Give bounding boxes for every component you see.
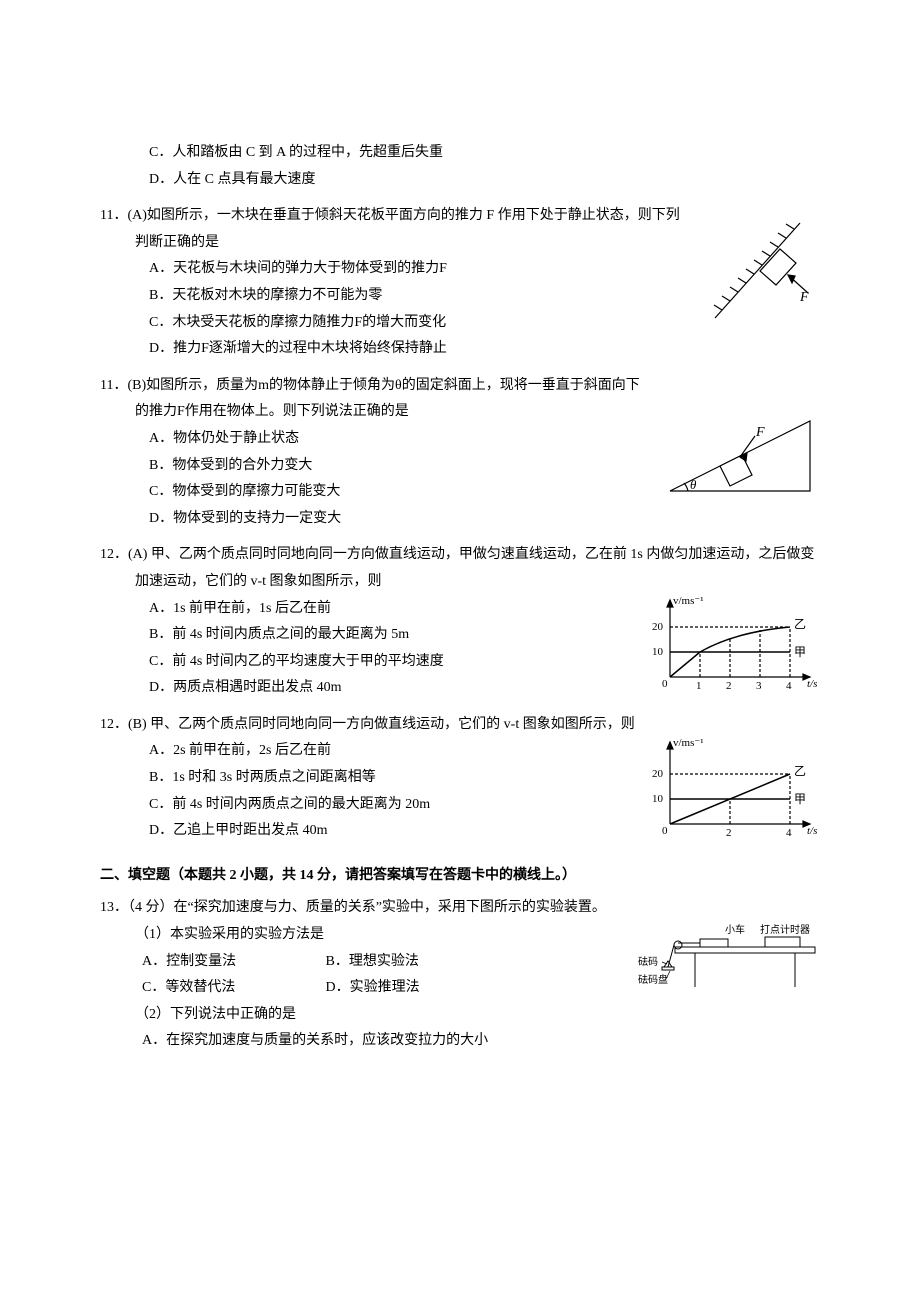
- label-theta: θ: [690, 477, 697, 492]
- figure-12A: v/ms⁻¹ t/s 20 10 0 1 2 3 4 甲 乙: [640, 592, 820, 692]
- ytick-20: 20: [652, 768, 664, 780]
- option-c: C．木块受天花板的摩擦力随推力F的增大而变化: [149, 310, 680, 337]
- xlabel: t/s: [807, 678, 817, 690]
- option-c: C．前 4s 时间内乙的平均速度大于甲的平均速度: [149, 649, 630, 676]
- label-pan: 砝码盘: [638, 973, 668, 986]
- figure-12B: v/ms⁻¹ t/s 20 10 0 2 4 甲 乙: [640, 734, 820, 844]
- xlabel: t/s: [807, 825, 817, 837]
- ytick-0: 0: [662, 678, 668, 690]
- option-b: B．天花板对木块的摩擦力不可能为零: [149, 283, 680, 310]
- label-F: F: [755, 425, 765, 440]
- ytick-20: 20: [652, 621, 664, 633]
- option-d: D．两质点相遇时距出发点 40m: [149, 675, 630, 702]
- option-d: D．物体受到的支持力一定变大: [149, 506, 820, 533]
- ylabel: v/ms⁻¹: [673, 737, 704, 749]
- stem: 12．(A) 甲、乙两个质点同时同地向同一方向做直线运动，甲做匀速直线运动，乙在…: [100, 542, 820, 595]
- label-yi: 乙: [794, 617, 806, 631]
- section-2-title: 二、填空题（本题共 2 小题，共 14 分，请把答案填写在答题卡中的横线上。）: [100, 863, 820, 890]
- option-a: A．天花板与木块间的弹力大于物体受到的推力F: [149, 256, 680, 283]
- ytick-10: 10: [652, 793, 664, 805]
- xtick-2: 2: [726, 827, 732, 839]
- question-13: 小车 打点计时器 砝码 砝码盘 13．（4 分）在“探究加速度与力、质量的关系”…: [100, 895, 820, 1055]
- figure-11B: F θ: [660, 401, 820, 501]
- option-b: B．前 4s 时间内质点之间的最大距离为 5m: [149, 622, 630, 649]
- label-cart: 小车: [725, 923, 745, 936]
- option-c: C．人和踏板由 C 到 A 的过程中，先超重后失重: [149, 140, 820, 167]
- ytick-0: 0: [662, 825, 668, 837]
- option-a: A．控制变量法: [142, 949, 322, 976]
- option-d: D．实验推理法: [326, 975, 506, 1002]
- label-yi: 乙: [794, 764, 806, 778]
- label-weight: 砝码: [638, 955, 658, 968]
- option-a: A．1s 前甲在前，1s 后乙在前: [149, 596, 630, 623]
- ytick-10: 10: [652, 646, 664, 658]
- question-12B: v/ms⁻¹ t/s 20 10 0 2 4 甲 乙 12．(B) 甲、乙两个质…: [100, 712, 820, 845]
- options: C．人和踏板由 C 到 A 的过程中，先超重后失重 D．人在 C 点具有最大速度: [100, 140, 820, 193]
- figure-11A: F: [700, 213, 820, 333]
- question-12A: v/ms⁻¹ t/s 20 10 0 1 2 3 4 甲 乙 12．(A) 甲、…: [100, 542, 820, 702]
- option-d: D．人在 C 点具有最大速度: [149, 167, 820, 194]
- figure-13: 小车 打点计时器 砝码 砝码盘: [620, 917, 820, 997]
- ylabel: v/ms⁻¹: [673, 595, 704, 607]
- question-11A: F 11．(A)如图所示，一木块在垂直于倾斜天花板平面方向的推力 F 作用下处于…: [100, 203, 820, 363]
- xtick-3: 3: [756, 680, 762, 692]
- xtick-1: 1: [696, 680, 702, 692]
- xtick-2: 2: [726, 680, 732, 692]
- label-jia: 甲: [794, 792, 806, 806]
- xtick-4: 4: [786, 827, 792, 839]
- sub-2: （2）下列说法中正确的是: [100, 1002, 820, 1029]
- xtick-4: 4: [786, 680, 792, 692]
- question-10-tail: C．人和踏板由 C 到 A 的过程中，先超重后失重 D．人在 C 点具有最大速度: [100, 140, 820, 193]
- label-timer: 打点计时器: [760, 923, 810, 936]
- option-d: D．推力F逐渐增大的过程中木块将始终保持静止: [149, 336, 680, 363]
- label-F: F: [799, 290, 809, 305]
- option-c: C．等效替代法: [142, 975, 322, 1002]
- label-jia: 甲: [794, 645, 806, 659]
- question-11B: F θ 11．(B)如图所示，质量为m的物体静止于倾角为θ的固定斜面上，现将一垂…: [100, 373, 820, 533]
- sub-2-option-a: A．在探究加速度与质量的关系时，应该改变拉力的大小: [100, 1028, 820, 1055]
- option-b: B．理想实验法: [326, 949, 506, 976]
